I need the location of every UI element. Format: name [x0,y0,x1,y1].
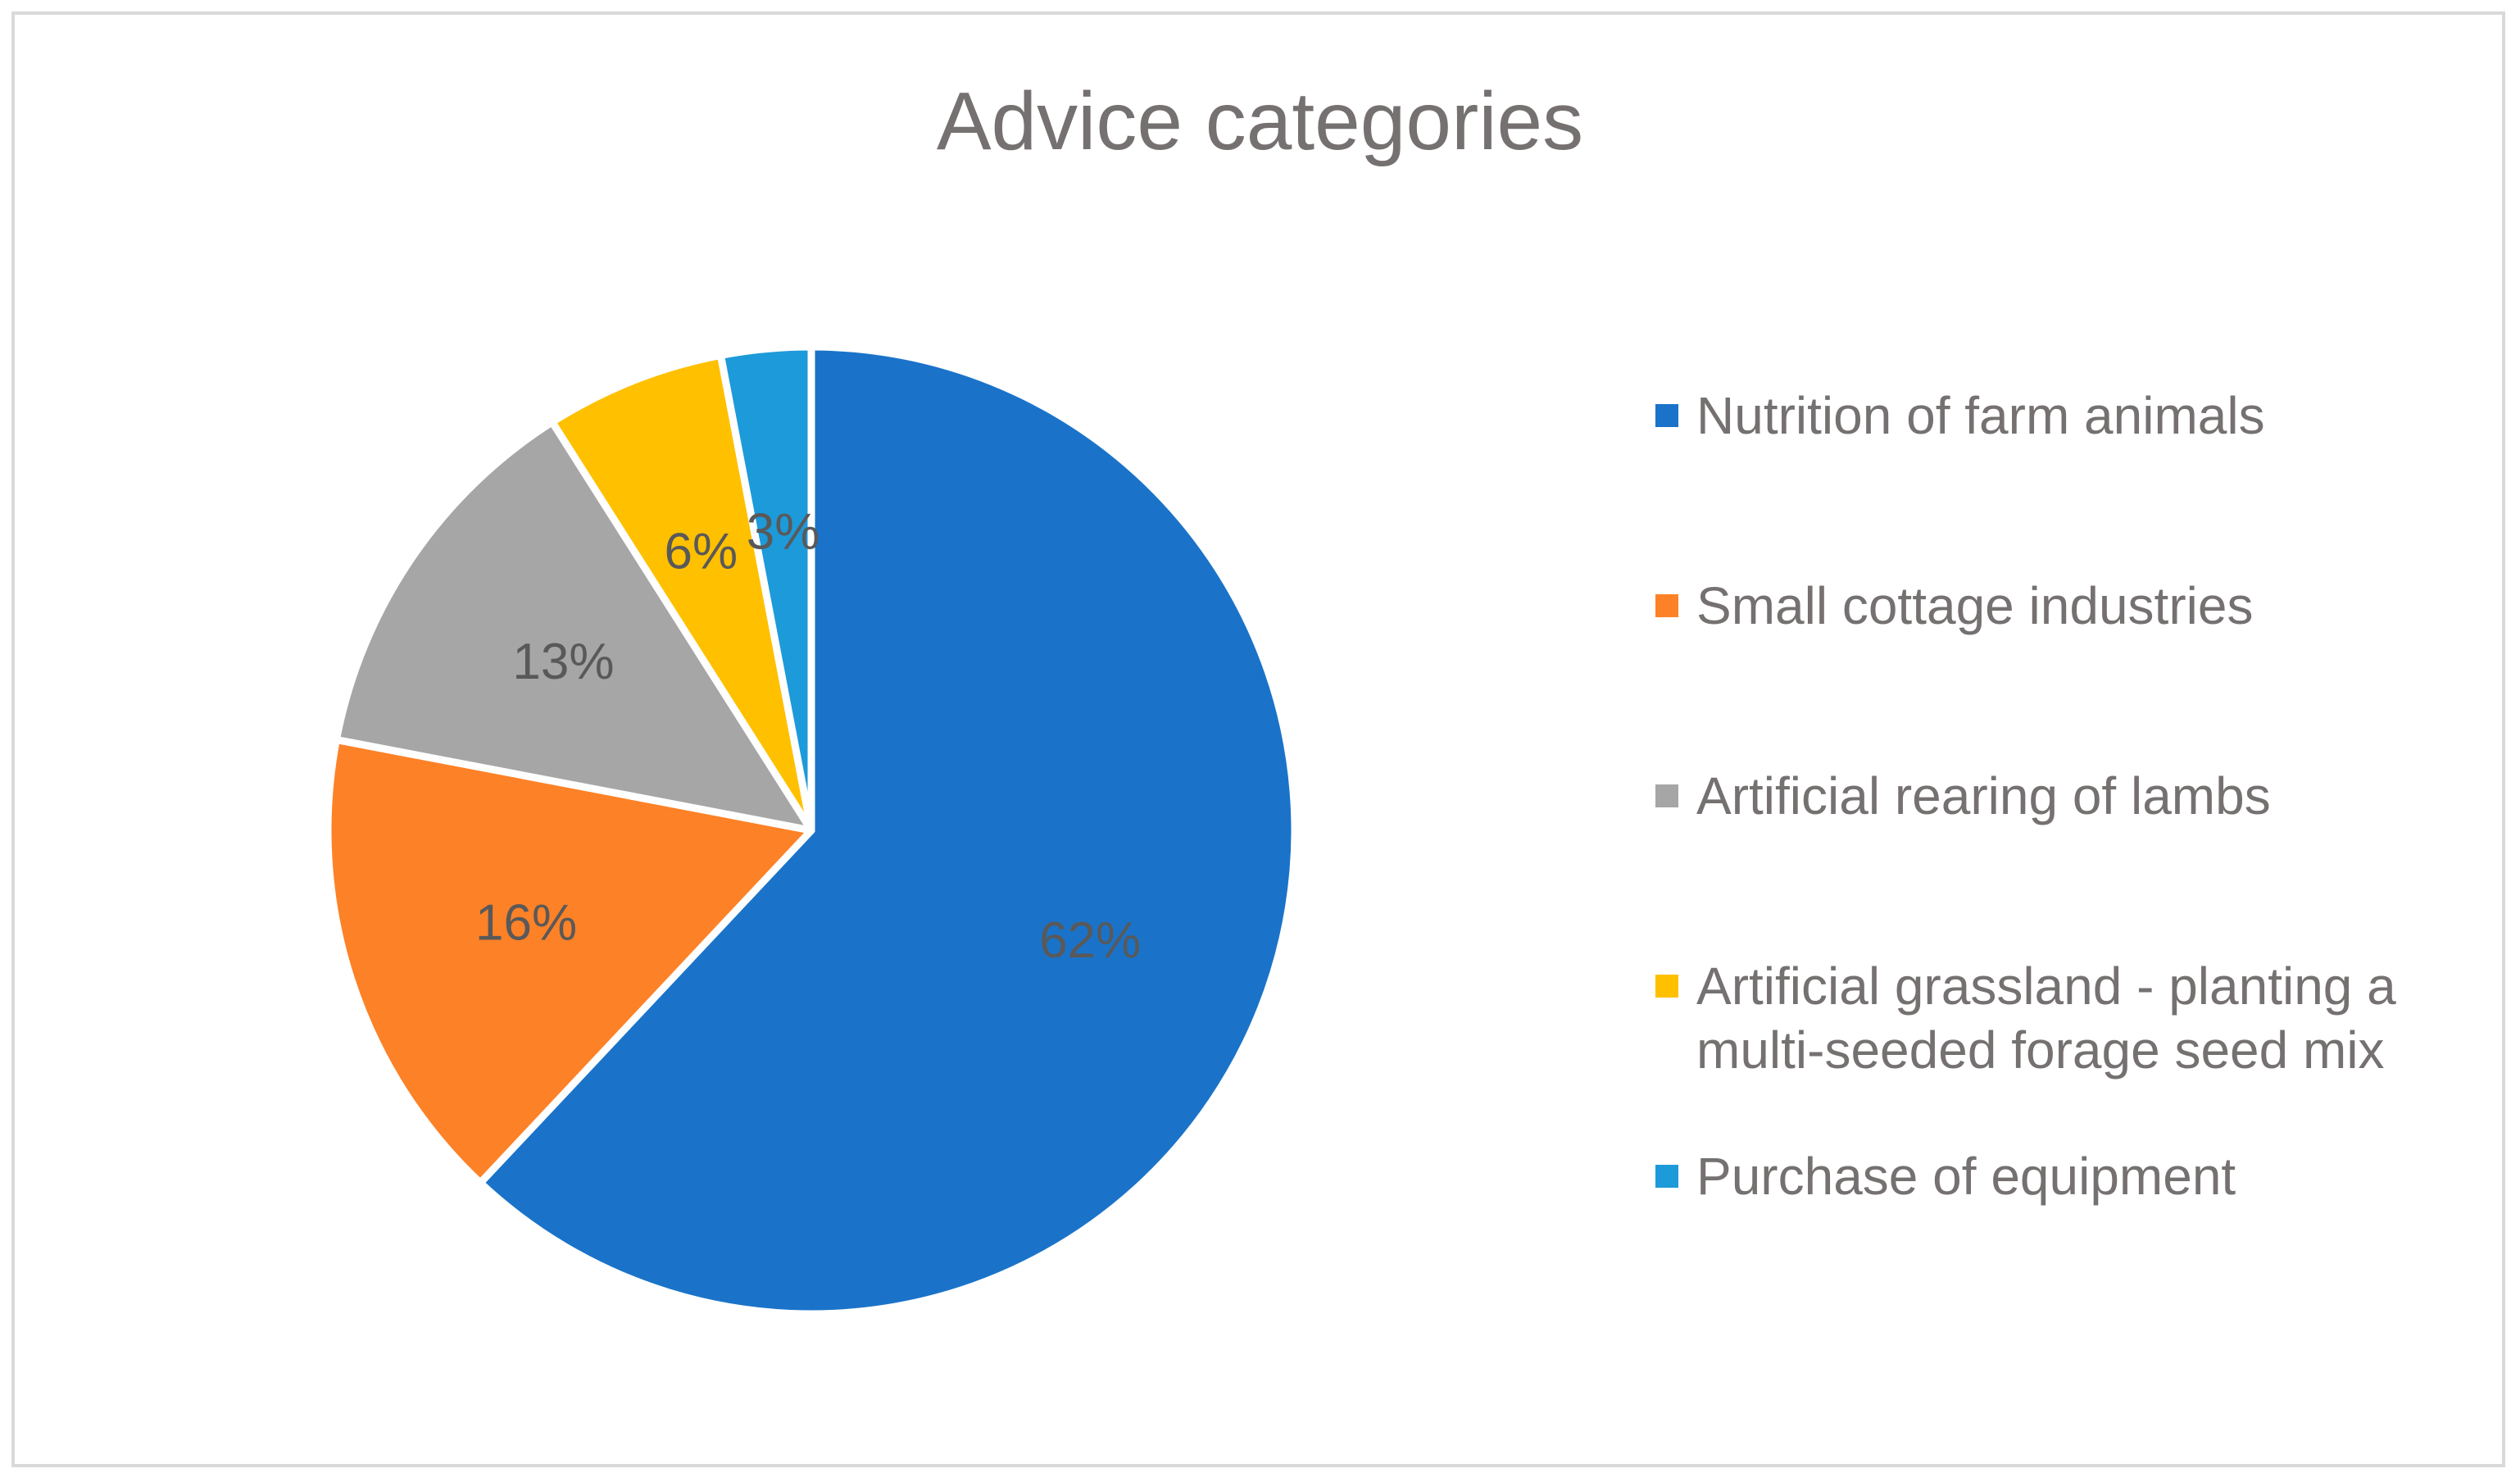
pie-slice-purchase-of-equipment [716,343,815,834]
legend-swatch [1655,784,1678,807]
legend-label: Artificial grassland - planting a multi-s… [1696,954,2500,1082]
legend-label-line: Purchase of equipment [1696,1147,2236,1206]
chart-title: Advice categories [936,75,1584,167]
legend: Nutrition of farm animals Small cottage i… [1655,0,2508,1482]
legend-swatch [1655,594,1678,617]
legend-label-line: Artificial grassland - planting a [1696,957,2396,1016]
legend-label: Purchase of equipment [1696,1144,2500,1208]
legend-label-line: multi-seeded forage seed mix [1696,1021,2385,1080]
legend-label-line: Small cottage industries [1696,576,2254,635]
legend-label-line: Nutrition of farm animals [1696,386,2265,445]
data-label-artificial-rearing-of-lambs: 13% [512,634,614,690]
pie-slice-small-cottage-industries [324,735,815,1187]
legend-label: Small cottage industries [1696,574,2500,638]
data-label-small-cottage-industries: 16% [475,895,577,952]
legend-label: Nutrition of farm animals [1696,384,2500,448]
data-label-artificial-grassland-planting-a-multi-seeded-forage-seed-mix: 6% [665,523,738,580]
pie-slice-artificial-rearing-of-lambs [332,418,815,834]
data-label-purchase-of-equipment: 3% [747,503,820,560]
legend-label: Artificial rearing of lambs [1696,764,2500,828]
legend-swatch [1655,1165,1678,1188]
legend-swatch [1655,975,1678,998]
pie-slices [324,343,1299,1318]
pie-slice-nutrition-of-farm-animals [476,343,1299,1318]
legend-label-line: Artificial rearing of lambs [1696,766,2271,825]
pie-slice-artificial-grassland-planting-a-multi-seeded-forage-seed-mix [548,351,815,834]
data-label-nutrition-of-farm-animals: 62% [1039,912,1141,969]
legend-swatch [1655,404,1678,427]
pie-data-labels: 62% 16% 13% 6% 3% [475,503,1141,969]
